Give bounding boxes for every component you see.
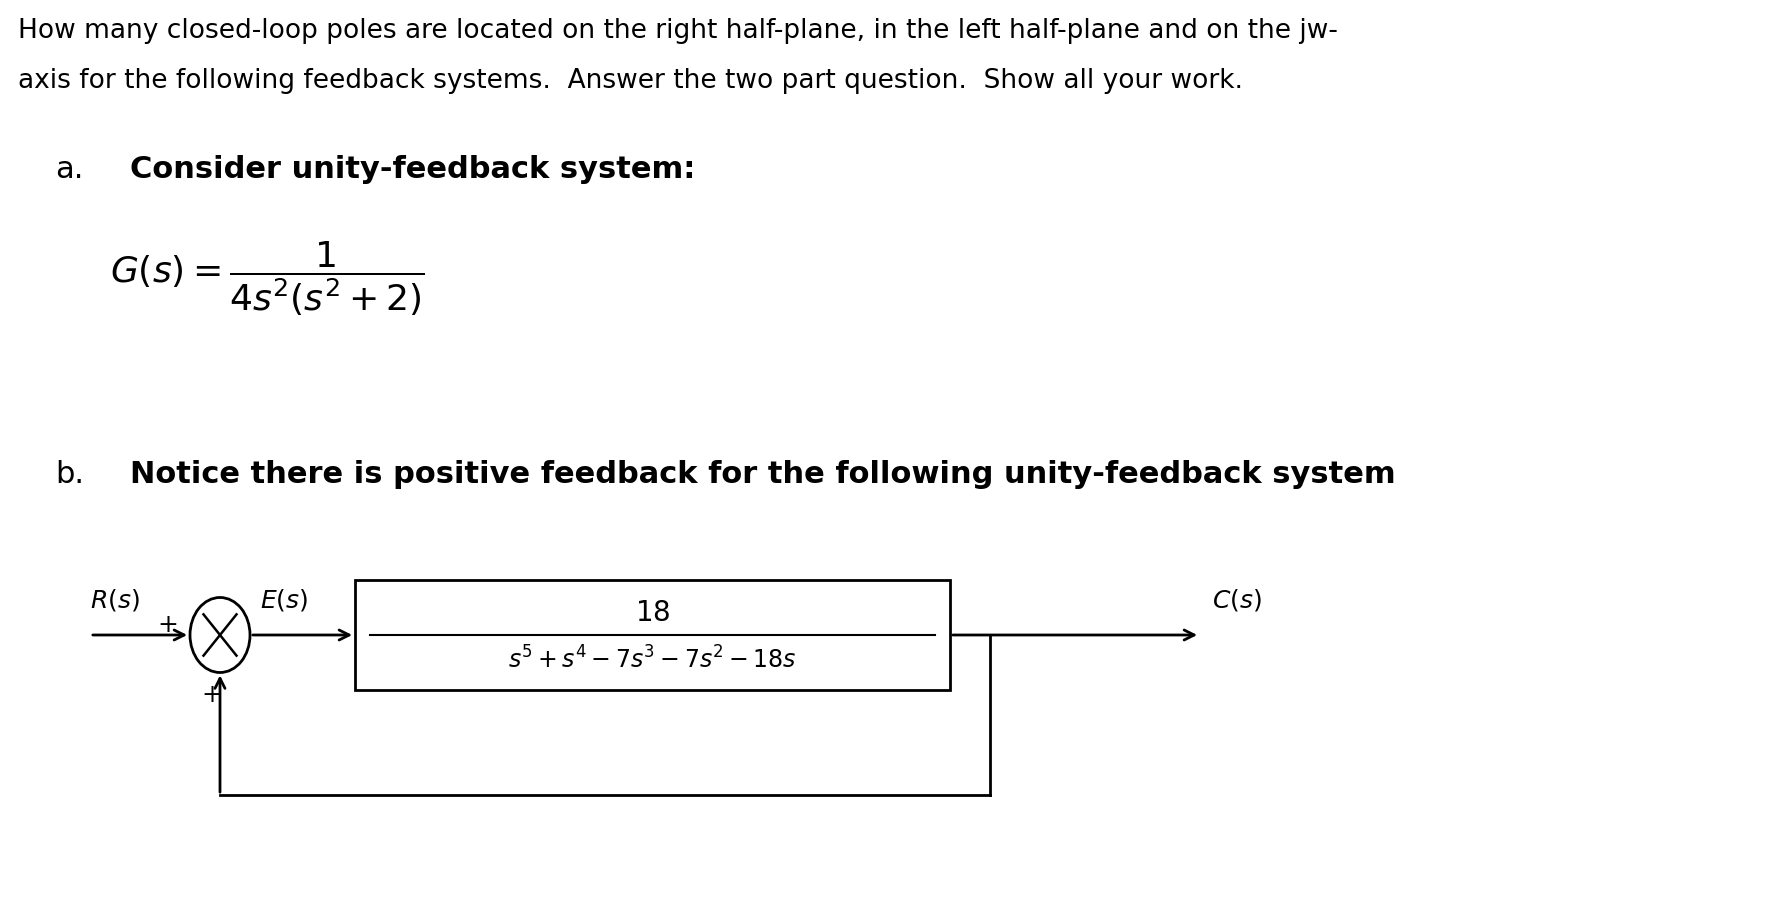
Text: $G(s) = \dfrac{1}{4s^2(s^2+2)}$: $G(s) = \dfrac{1}{4s^2(s^2+2)}$ xyxy=(110,240,424,318)
Text: Notice there is positive feedback for the following unity-feedback system: Notice there is positive feedback for th… xyxy=(131,460,1396,489)
Text: $R(s)$: $R(s)$ xyxy=(90,587,140,613)
Text: +: + xyxy=(157,613,178,637)
Text: a.: a. xyxy=(55,155,83,184)
Text: How many closed-loop poles are located on the right half-plane, in the left half: How many closed-loop poles are located o… xyxy=(18,18,1338,44)
Bar xyxy=(355,580,951,690)
Text: $18$: $18$ xyxy=(634,599,670,627)
Text: $C(s)$: $C(s)$ xyxy=(1212,587,1262,613)
Text: Consider unity-feedback system:: Consider unity-feedback system: xyxy=(131,155,696,184)
Text: $s^5+s^4-7s^3-7s^2-18s$: $s^5+s^4-7s^3-7s^2-18s$ xyxy=(509,646,797,673)
Text: +: + xyxy=(201,682,223,706)
Text: $E(s)$: $E(s)$ xyxy=(260,587,307,613)
Text: b.: b. xyxy=(55,460,85,489)
Text: axis for the following feedback systems.  Answer the two part question.  Show al: axis for the following feedback systems.… xyxy=(18,68,1242,94)
